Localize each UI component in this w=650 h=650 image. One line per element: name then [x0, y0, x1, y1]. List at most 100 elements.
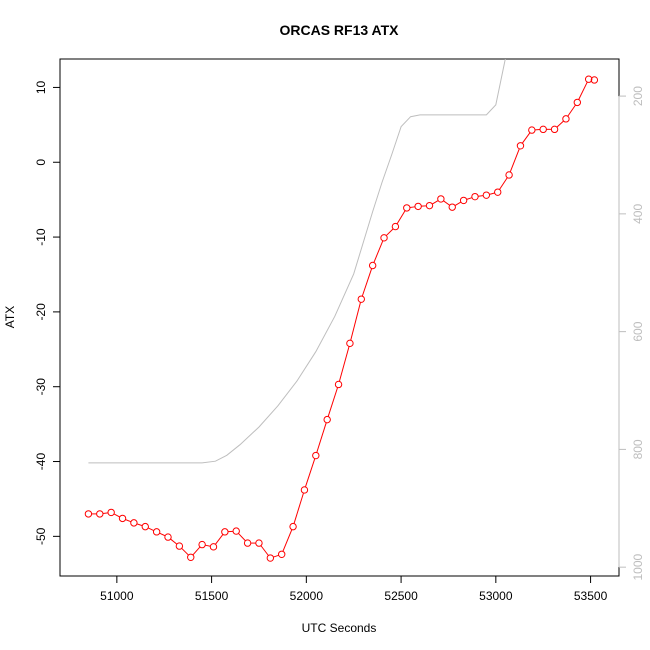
series-atx-segment: [238, 533, 246, 542]
series-atx-segment: [125, 519, 132, 523]
series-atx-segment: [282, 529, 293, 552]
series-atx-segment: [499, 177, 508, 190]
series-atx-point: [141, 522, 149, 531]
series-atx-segment: [205, 544, 211, 547]
series-atx-segment: [509, 148, 520, 173]
series-atx-point: [573, 98, 582, 107]
series-atx-segment: [385, 228, 394, 236]
x-axis: 51000 51500 52000 52500 53000 53500: [100, 575, 608, 603]
series-atx-point: [391, 222, 400, 231]
series-atx-point: [403, 204, 411, 212]
series-atx-point: [380, 234, 388, 242]
y-tick-label: -30: [34, 378, 48, 396]
y2-axis: 200 400 600 800 1000: [618, 86, 645, 581]
x-tick-label: 53500: [574, 589, 608, 603]
series-atx-point: [539, 125, 547, 134]
series-atx-segment: [466, 197, 473, 200]
series-atx-segment: [260, 545, 269, 556]
series-atx-point: [505, 171, 513, 179]
series-atx-point: [437, 195, 445, 203]
x-axis-label: UTC Seconds: [302, 621, 377, 635]
series-atx-segment: [521, 132, 531, 144]
series-atx-segment: [192, 546, 201, 556]
series-atx-point: [152, 528, 161, 536]
series-atx-point: [471, 192, 479, 201]
series-atx-point: [96, 510, 104, 518]
series-atx-point: [84, 510, 93, 518]
series-atx-segment: [361, 268, 373, 297]
series-atx-segment: [215, 534, 224, 545]
series-atx-point: [425, 201, 434, 210]
series-atx-segment: [454, 201, 462, 206]
y-tick-label: -40: [34, 453, 48, 471]
series-atx-point: [368, 261, 377, 270]
series-atx-point: [494, 188, 502, 196]
series-atx-point: [482, 191, 491, 199]
plot-frame: [59, 58, 620, 577]
series-atx-segment: [478, 195, 484, 197]
y-tick-label: -20: [34, 303, 48, 321]
y-tick-label: 10: [34, 80, 48, 94]
series-atx-segment: [304, 458, 316, 488]
series-atx-point: [130, 519, 138, 527]
series-atx-point: [232, 527, 240, 535]
y-axis: -50 -40 -30 -20 -10 0 10: [34, 80, 61, 545]
series-atx-point: [107, 508, 115, 517]
series-atx-segment: [567, 104, 576, 117]
series-atx-point: [323, 415, 331, 424]
series-atx-point: [584, 75, 593, 83]
y-tick-label: 0: [34, 159, 48, 166]
series-atx-segment: [147, 527, 154, 531]
series-atx-point: [175, 542, 184, 550]
series-atx-point: [255, 539, 263, 547]
series-atx-point: [590, 76, 599, 84]
series-atx-segment: [489, 192, 495, 195]
y-axis-label: ATX: [3, 306, 17, 328]
series-atx-point: [221, 528, 229, 536]
series-atx-point: [289, 522, 297, 531]
series-atx-point: [300, 486, 309, 494]
series-atx-segment: [159, 532, 166, 537]
series-atx-segment: [350, 302, 361, 341]
series-atx-segment: [432, 200, 439, 205]
series-atx-point: [278, 550, 286, 559]
series-atx-point: [334, 380, 343, 389]
x-tick-label: 51500: [195, 589, 229, 603]
series-atx-segment: [293, 492, 304, 524]
series-atx-point: [118, 514, 127, 523]
x-tick-label: 53000: [479, 589, 513, 603]
series-atx-segment: [273, 554, 279, 558]
y2-tick-label: 1000: [631, 553, 645, 580]
series-atx-segment: [136, 523, 143, 527]
series-atx-segment: [338, 346, 350, 382]
series-atx-segment: [578, 81, 588, 100]
y2-tick-label: 400: [631, 204, 645, 224]
series-atx-point: [198, 540, 206, 549]
series-atx-segment: [373, 240, 384, 263]
series-atx-segment: [556, 120, 564, 128]
series-atx-point: [266, 554, 275, 562]
y-tick-label: -50: [34, 527, 48, 545]
series-atx-segment: [396, 210, 406, 225]
y2-tick-label: 200: [631, 86, 645, 106]
series-atx-point: [550, 125, 559, 134]
series-atx-point: [528, 126, 536, 134]
series-atx-point: [562, 115, 570, 123]
y2-tick-label: 600: [631, 321, 645, 341]
x-tick-label: 52500: [384, 589, 418, 603]
x-tick-label: 51000: [100, 589, 134, 603]
series-atx-point: [346, 339, 354, 348]
series-atx-point: [209, 543, 218, 551]
series-atx-point: [516, 142, 525, 150]
series-atx-segment: [327, 387, 339, 417]
series-secondary-line: [88, 59, 506, 464]
y-tick-label: -10: [34, 228, 48, 246]
series-atx-segment: [170, 538, 178, 545]
series-atx-segment: [316, 422, 327, 453]
series-atx-point: [243, 539, 252, 547]
series-atx-point: [414, 202, 422, 211]
series-atx-point: [187, 553, 195, 561]
series-atx-segment: [181, 547, 189, 556]
y2-tick-label: 800: [631, 439, 645, 459]
series-atx-point: [357, 295, 365, 303]
